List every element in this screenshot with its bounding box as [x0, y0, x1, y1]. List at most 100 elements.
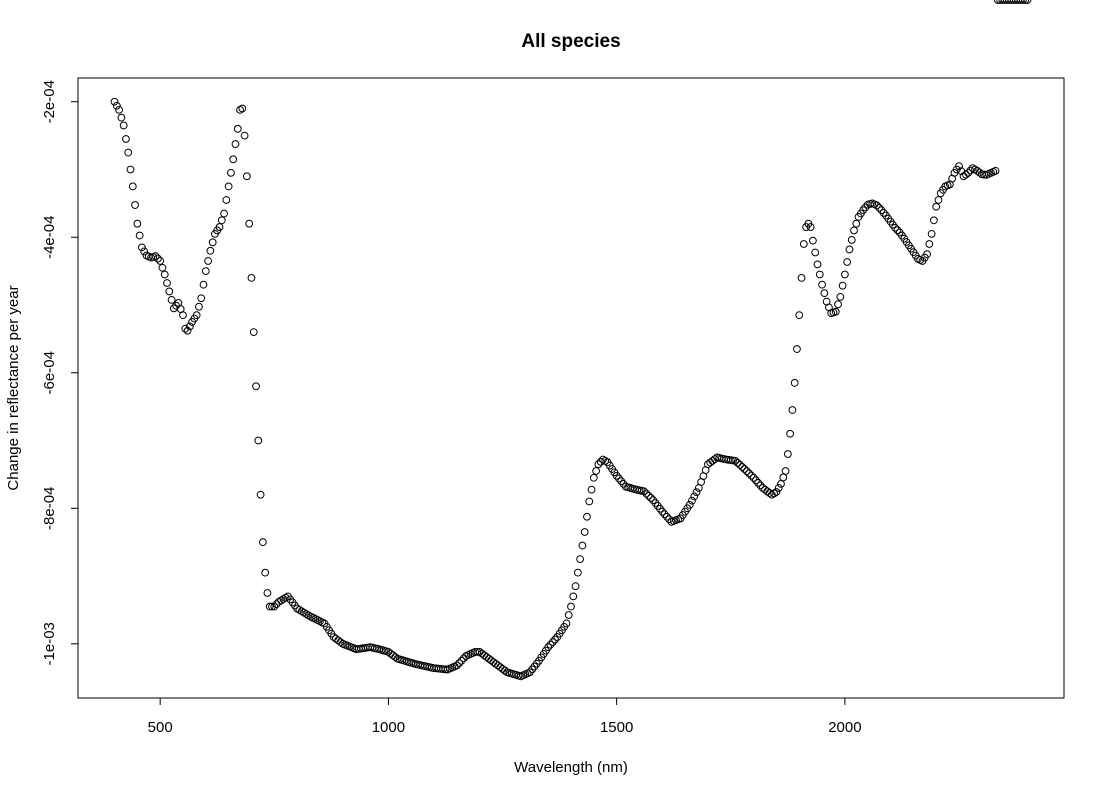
data-point — [156, 257, 165, 265]
data-point — [786, 429, 795, 438]
data-point — [117, 113, 126, 122]
data-point — [592, 467, 601, 475]
data-point — [834, 300, 842, 309]
data-point — [587, 485, 596, 494]
data-point — [843, 258, 852, 266]
data-point — [852, 219, 861, 228]
data-point — [793, 345, 801, 353]
data-point — [494, 661, 502, 670]
data-point — [274, 597, 283, 606]
data-point — [738, 463, 747, 471]
data-point — [297, 607, 306, 616]
data-point — [1012, 0, 1020, 4]
data-point — [594, 460, 603, 469]
data-point — [708, 456, 717, 465]
data-point — [227, 168, 235, 177]
data-point — [133, 219, 142, 228]
data-point — [240, 131, 249, 140]
data-point — [254, 436, 263, 445]
data-point — [247, 273, 256, 282]
data-point — [334, 636, 343, 645]
data-point — [217, 216, 226, 225]
data-point — [740, 465, 749, 473]
data-point — [277, 596, 286, 605]
data-point — [658, 507, 667, 516]
chart-title: All species — [521, 31, 620, 52]
data-point — [452, 661, 461, 670]
data-point — [197, 294, 206, 303]
data-point — [302, 610, 311, 618]
data-point — [243, 172, 251, 181]
data-point — [877, 206, 886, 215]
data-point — [961, 170, 970, 179]
data-point — [704, 460, 712, 469]
data-point — [258, 538, 267, 547]
data-point — [491, 659, 500, 668]
data-point — [546, 640, 555, 649]
data-point — [500, 666, 509, 675]
data-point — [646, 494, 655, 502]
data-point — [496, 663, 505, 672]
data-point — [332, 634, 340, 643]
x-tick-label: 2000 — [828, 719, 861, 736]
x-tick-label: 1000 — [372, 719, 405, 736]
data-point — [847, 236, 856, 244]
data-point — [115, 105, 123, 114]
data-point — [838, 281, 847, 290]
data-point — [815, 270, 824, 279]
data-point — [733, 458, 742, 467]
data-point — [583, 512, 591, 521]
data-point — [544, 643, 553, 652]
data-point — [772, 488, 781, 496]
data-point — [179, 311, 187, 320]
data-point — [795, 311, 804, 320]
data-point — [991, 166, 1000, 175]
data-point — [576, 555, 585, 563]
data-point — [836, 292, 845, 301]
data-point — [770, 489, 779, 498]
data-point — [220, 209, 228, 218]
data-point — [455, 659, 464, 667]
y-tick-label: -2e-04 — [41, 80, 58, 123]
data-point — [304, 611, 313, 620]
data-point — [788, 406, 797, 414]
data-point — [484, 654, 493, 663]
data-point — [567, 602, 575, 611]
data-point — [199, 280, 208, 289]
data-point — [806, 223, 815, 231]
data-point — [562, 619, 571, 628]
data-point — [391, 653, 400, 661]
data-point — [875, 203, 884, 212]
data-point — [891, 223, 899, 232]
data-point — [295, 606, 304, 614]
data-point — [774, 484, 783, 492]
data-point — [487, 656, 496, 665]
data-point — [249, 328, 258, 337]
data-point — [548, 638, 557, 646]
data-point — [224, 182, 233, 191]
data-point — [893, 226, 902, 235]
data-point — [261, 568, 270, 577]
data-point — [859, 206, 868, 215]
data-point — [1021, 0, 1030, 4]
data-point — [640, 487, 648, 496]
data-point — [245, 219, 254, 228]
data-point — [263, 589, 272, 597]
y-tick-label: -8e-04 — [41, 487, 58, 530]
data-point — [126, 165, 135, 174]
data-point — [389, 651, 397, 660]
data-point — [731, 456, 740, 465]
data-point — [790, 379, 799, 387]
data-point — [110, 97, 119, 106]
data-point — [1007, 0, 1016, 4]
data-point — [968, 164, 977, 173]
data-point — [183, 326, 192, 335]
data-point — [811, 248, 820, 257]
data-point — [158, 263, 167, 272]
data-point — [236, 105, 244, 114]
data-point — [569, 592, 578, 601]
data-point — [930, 216, 938, 225]
data-point — [140, 247, 149, 256]
data-point — [112, 101, 121, 110]
